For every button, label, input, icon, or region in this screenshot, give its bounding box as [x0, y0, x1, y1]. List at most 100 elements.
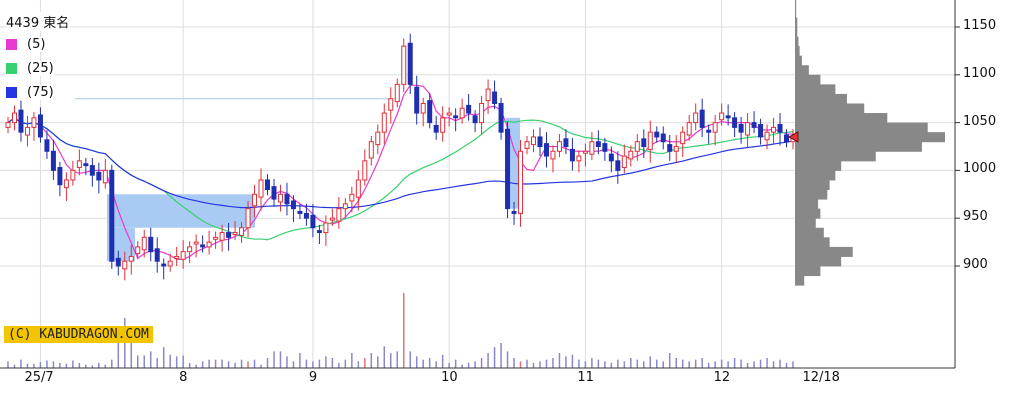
volume-profile-bar — [795, 246, 853, 257]
volume-profile-bar — [795, 256, 842, 267]
candle-body — [180, 251, 186, 260]
candle-body — [128, 255, 134, 262]
candle-body — [154, 248, 160, 262]
candle-body — [219, 232, 225, 241]
candle-body — [362, 160, 368, 181]
volume-profile-bar — [795, 132, 945, 143]
y-tick-label: 950 — [963, 209, 988, 225]
legend-ma75: (75) — [6, 85, 54, 100]
candle-body — [193, 241, 199, 245]
candle-body — [680, 131, 686, 145]
candle-body — [342, 203, 348, 210]
volume-profile-bar — [795, 170, 836, 181]
y-tick-label: 1000 — [963, 161, 997, 177]
candle-body — [492, 91, 498, 104]
candle-body — [511, 211, 517, 214]
candle-body — [673, 146, 679, 152]
legend-swatch — [6, 39, 17, 50]
candle-body — [135, 246, 141, 255]
legend-swatch — [6, 63, 17, 74]
volume-profile-bar — [795, 65, 809, 76]
candle-body — [550, 150, 556, 160]
candle-body — [148, 236, 154, 253]
candle-body — [329, 217, 335, 221]
candle-body — [96, 171, 102, 181]
candle-body — [686, 122, 692, 136]
candle-body — [699, 109, 705, 128]
candle-body — [777, 124, 783, 133]
legend-swatch — [6, 87, 17, 98]
candle-body — [641, 138, 647, 148]
candle-body — [245, 208, 251, 229]
candle-body — [323, 222, 329, 234]
candle-body — [37, 114, 43, 138]
candle-body — [485, 88, 491, 102]
candle-body — [290, 200, 296, 210]
candle-body — [388, 98, 394, 111]
volume-profile-bar — [795, 93, 847, 104]
candle-body — [407, 42, 413, 85]
candle-body — [530, 136, 536, 146]
candle-body — [239, 227, 245, 236]
volume-profile-bar — [795, 151, 876, 162]
volume-profile-bar — [795, 208, 821, 219]
candle-body — [11, 112, 17, 124]
x-tick-label: 12 — [713, 370, 731, 385]
candle-body — [57, 167, 63, 186]
candle-body — [719, 112, 725, 121]
candle-body — [608, 153, 614, 162]
legend-label: (25) — [27, 61, 54, 76]
volume-profile-bar — [795, 141, 922, 152]
candle-body — [174, 255, 180, 259]
candle-body — [200, 244, 206, 248]
candle-body — [213, 236, 219, 240]
candle-body — [226, 232, 232, 238]
candle-body — [427, 100, 433, 124]
candle-body — [381, 112, 387, 133]
candle-body — [31, 117, 37, 128]
x-tick-label: 25/7 — [24, 370, 54, 385]
candle-body — [667, 144, 673, 152]
volume-profile-bar — [795, 179, 830, 191]
candle-body — [187, 246, 193, 253]
volume-profile-bar — [795, 17, 798, 28]
volume-profile-bar — [795, 46, 800, 57]
candle-body — [18, 109, 24, 133]
candle-body — [310, 214, 316, 229]
candle-body — [498, 102, 504, 133]
candle-body — [44, 139, 50, 152]
candle-body — [167, 260, 173, 267]
volume-profile-bar — [795, 275, 805, 286]
candle-body — [394, 83, 400, 103]
candle-body — [634, 141, 640, 152]
chart-title: 4439 東名 — [6, 12, 70, 31]
candle-body — [375, 131, 381, 146]
candle-body — [63, 179, 69, 189]
candle-body — [115, 257, 121, 267]
candle-body — [122, 260, 128, 270]
volume-profile-bar — [795, 113, 888, 124]
volume-profile-bar — [795, 160, 842, 171]
candle-body — [284, 193, 290, 205]
legend-label: (75) — [27, 85, 54, 100]
candle-body — [336, 208, 342, 222]
candle-body — [556, 141, 562, 152]
copyright-badge: (C) KABUDRAGON.COM — [4, 326, 153, 343]
candle-body — [615, 160, 621, 171]
volume-profile-bar — [795, 55, 802, 66]
x-tick-label: 9 — [308, 370, 318, 385]
volume-profile-bar — [795, 0, 797, 9]
candle-body — [589, 141, 595, 155]
candle-body — [479, 102, 485, 124]
candle-body — [738, 124, 744, 133]
candle-body — [712, 122, 718, 133]
volume-profile-bar — [795, 122, 928, 133]
highlight-zone — [107, 194, 255, 228]
legend-label: (5) — [27, 37, 46, 52]
candle-body — [563, 138, 569, 148]
candle-body — [355, 179, 361, 198]
candle-body — [206, 241, 212, 248]
volume-profile-bar — [795, 36, 799, 47]
